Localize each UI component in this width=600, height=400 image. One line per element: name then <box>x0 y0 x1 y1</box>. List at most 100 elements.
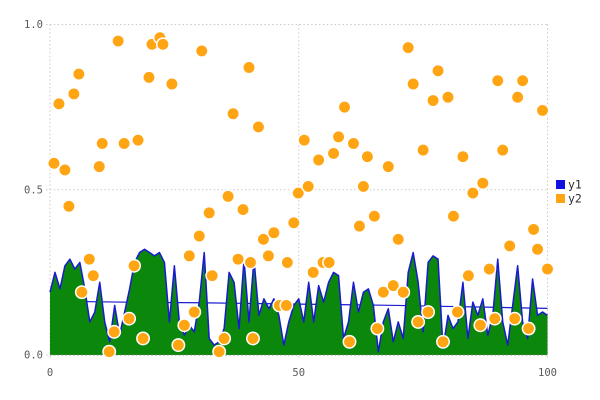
scatter-point-y2 <box>490 73 505 88</box>
y-tick-label-0.0: 0.0 <box>24 350 43 362</box>
scatter-point-y2 <box>92 159 107 174</box>
scatter-point-y2 <box>411 315 426 329</box>
scatter-point-y2 <box>391 232 406 247</box>
scatter-point-y2 <box>360 149 375 164</box>
scatter-point-y2 <box>331 129 346 144</box>
scatter-point-y2 <box>416 143 431 158</box>
scatter-point-y2 <box>102 344 117 359</box>
scatter-point-y2 <box>311 153 326 167</box>
scatter-point-y2 <box>182 248 197 263</box>
scatter-point-y2 <box>246 331 260 346</box>
scatter-point-y2 <box>74 285 89 300</box>
scatter-point-y2 <box>431 63 445 78</box>
scatter-point-y2 <box>291 186 306 201</box>
scatter-point-y2 <box>510 90 525 105</box>
x-tick-label-50: 50 <box>292 367 305 379</box>
scatter-point-y2 <box>212 344 227 359</box>
scatter-point-y2 <box>455 149 470 164</box>
scatter-point-y2 <box>242 60 256 75</box>
scatter-point-y2 <box>326 146 341 161</box>
legend-swatch-y2 <box>556 194 565 203</box>
scatter-point-y2 <box>127 258 142 273</box>
scatter-point-y2 <box>261 248 276 263</box>
scatter-point-y2 <box>192 229 207 243</box>
scatter-point-y2 <box>450 305 465 319</box>
scatter-point-y2 <box>71 67 86 82</box>
scatter-point-y2 <box>187 305 202 319</box>
scatter-point-y2 <box>521 321 536 336</box>
scatter-point-y2 <box>502 238 517 253</box>
scatter-point-y2 <box>297 133 312 148</box>
scatter-point-y2 <box>386 278 401 293</box>
scatter-point-y2 <box>221 189 236 204</box>
scatter-point-y2 <box>66 86 81 101</box>
scatter-point-y2 <box>52 96 66 111</box>
scatter-point-y2 <box>487 311 502 326</box>
y-tick-label-0.5: 0.5 <box>24 184 43 196</box>
scatter-point-y2 <box>346 136 361 151</box>
scatter-point-y2 <box>243 255 258 270</box>
scatter-point-y2 <box>540 262 555 277</box>
scatter-point-y2 <box>95 136 110 151</box>
scatter-point-y2 <box>337 100 352 115</box>
scatter-point-y2 <box>226 106 241 121</box>
scatter-point-y2 <box>82 252 97 267</box>
scatter-point-y2 <box>515 73 530 88</box>
scatter-point-y2 <box>177 318 192 333</box>
scatter-point-y2 <box>426 93 441 108</box>
scatter-point-y2 <box>376 285 391 300</box>
legend-swatch-y1 <box>556 180 565 189</box>
scatter-point-y2 <box>306 265 321 280</box>
scatter-point-y2 <box>381 159 396 174</box>
scatter-point-y2 <box>131 133 146 148</box>
scatter-point-y2 <box>47 156 61 171</box>
scatter-point-y2 <box>117 136 132 151</box>
scatter-point-y2 <box>421 305 436 319</box>
scatter-point-y2 <box>530 242 545 257</box>
scatter-point-y2 <box>367 209 382 224</box>
scatter-point-y2 <box>396 285 411 300</box>
scatter-point-y2 <box>266 225 281 240</box>
scatter-point-y2 <box>436 334 450 349</box>
scatter-point-y2 <box>136 331 150 346</box>
scatter-point-y2 <box>122 311 137 326</box>
x-tick-label-0: 0 <box>47 367 53 379</box>
scatter-point-y2 <box>461 268 476 283</box>
scatter-point-y2 <box>495 143 510 158</box>
scatter-point-y2 <box>286 215 301 230</box>
scatter-point-y2 <box>482 262 497 277</box>
scatter-point-y2 <box>465 186 480 201</box>
scatter-point-y2 <box>507 311 522 326</box>
scatter-point-y2 <box>526 222 541 237</box>
scatter-point-y2 <box>111 34 126 48</box>
scatter-point-y2 <box>342 334 357 349</box>
scatter-point-y2 <box>205 268 220 283</box>
scatter-point-y2 <box>57 162 72 177</box>
scatter-point-y2 <box>279 298 294 313</box>
scatter-point-y2 <box>217 331 232 346</box>
scatter-point-y2 <box>231 252 246 267</box>
scatter-point-y2 <box>401 40 416 55</box>
scatter-point-y2 <box>475 176 490 191</box>
scatter-point-y2 <box>280 255 295 270</box>
scatter-point-y2 <box>251 120 266 134</box>
scatter-point-y2 <box>352 219 367 234</box>
scatter-point-y2 <box>473 318 488 333</box>
legend-label-y1: y1 <box>568 178 582 192</box>
scatter-point-y2 <box>446 209 461 224</box>
scatter-point-y2 <box>164 77 179 91</box>
scatter-point-y2 <box>370 321 385 336</box>
scatter-point-y2 <box>535 103 550 118</box>
scatter-point-y2 <box>301 179 316 194</box>
scatter-point-y2 <box>356 179 371 194</box>
scatter-point-y2 <box>236 202 250 217</box>
scatter-point-y2 <box>256 232 271 247</box>
scatter-point-y2 <box>61 199 76 214</box>
legend-label-y2: y2 <box>568 192 582 206</box>
y-tick-label-1.0: 1.0 <box>24 19 43 31</box>
scatter-point-y2 <box>171 338 186 353</box>
scatter-point-y2 <box>107 324 122 339</box>
scatter-point-y2 <box>406 77 421 91</box>
